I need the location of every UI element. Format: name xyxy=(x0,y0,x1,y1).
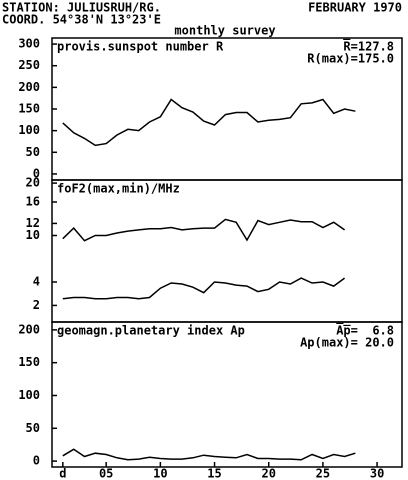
x-tick-label: 20 xyxy=(261,467,275,480)
annotation: R̅=127.8 xyxy=(343,39,394,53)
subtitle: monthly survey xyxy=(174,24,275,38)
panel-title: foF2(max,min)/MHz xyxy=(57,182,180,196)
annotation: R(max)=175.0 xyxy=(307,52,394,66)
panel-title: geomagn.planetary index Ap xyxy=(57,324,245,338)
panel-frame xyxy=(51,321,403,468)
y-tick-label: 0 xyxy=(33,454,40,468)
y-tick-label: 250 xyxy=(18,58,40,72)
y-tick-label: 150 xyxy=(18,355,40,369)
data-line xyxy=(62,218,346,242)
y-tick-label: 50 xyxy=(26,145,40,159)
y-tick-label: 150 xyxy=(18,102,40,116)
date: FEBRUARY 1970 xyxy=(308,1,402,15)
station: STATION: JULIUSRUH/RG. xyxy=(2,1,161,15)
x-tick-label: 05 xyxy=(99,467,113,480)
coord: COORD. 54°38'N 13°23'E xyxy=(2,13,161,27)
x-tick-label: 30 xyxy=(370,467,384,480)
x-tick-label: 25 xyxy=(316,467,330,480)
y-tick-label: 100 xyxy=(18,388,40,402)
y-tick-label: 2 xyxy=(33,298,40,312)
panel-title: provis.sunspot number R xyxy=(57,40,224,54)
data-line xyxy=(62,277,346,300)
x-tick-label: d xyxy=(59,467,66,480)
annotation: A̅p̅= 6.8 xyxy=(336,323,394,337)
y-tick-label: 20 xyxy=(26,176,40,190)
annotation: Ap(max)= 20.0 xyxy=(300,336,394,350)
x-tick-label: 10 xyxy=(153,467,167,480)
y-tick-label: 50 xyxy=(26,421,40,435)
y-tick-label: 12 xyxy=(26,216,40,230)
y-tick-label: 200 xyxy=(18,322,40,336)
y-tick-label: 0 xyxy=(33,166,40,180)
y-tick-label: 10 xyxy=(26,228,40,242)
x-tick-label: 15 xyxy=(207,467,221,480)
data-line xyxy=(62,448,356,461)
y-tick-label: 300 xyxy=(18,37,40,51)
y-tick-label: 100 xyxy=(18,123,40,137)
y-tick-label: 200 xyxy=(18,80,40,94)
y-tick-label: 16 xyxy=(26,194,40,208)
data-line xyxy=(62,98,356,147)
y-tick-label: 4 xyxy=(33,274,40,288)
